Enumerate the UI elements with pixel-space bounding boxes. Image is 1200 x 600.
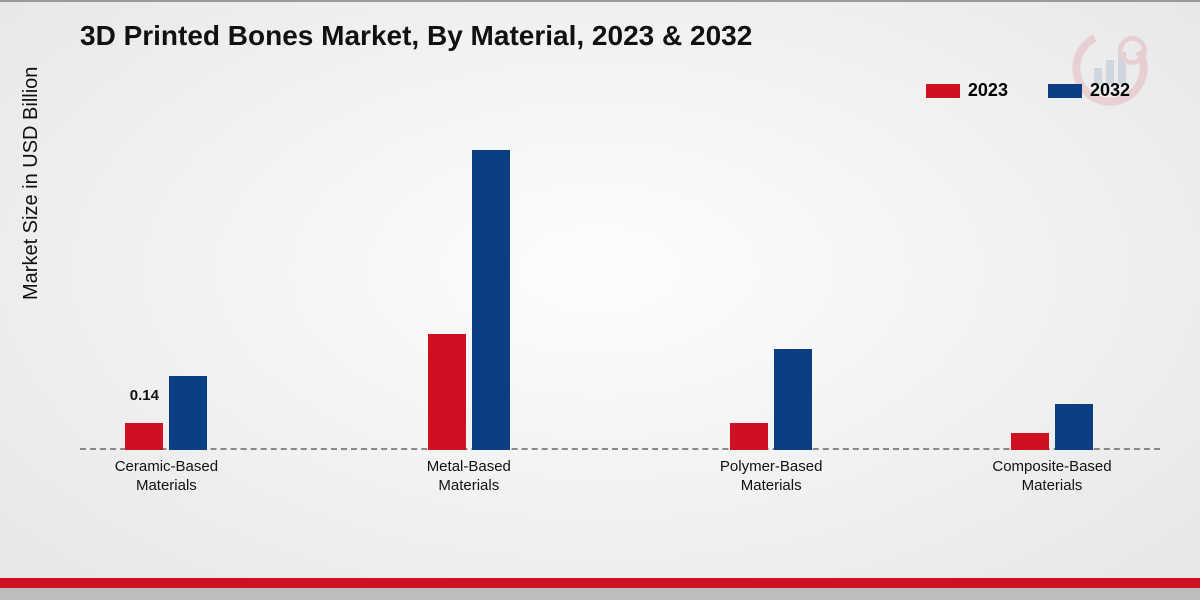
bar-2023 bbox=[428, 334, 466, 450]
bar-group: Composite-Based Materials bbox=[1011, 404, 1093, 451]
category-label: Composite-Based Materials bbox=[992, 450, 1111, 496]
legend-item-2023: 2023 bbox=[926, 80, 1008, 101]
legend-label-2023: 2023 bbox=[968, 80, 1008, 101]
bar-2023 bbox=[730, 423, 768, 450]
footer-grey-bar bbox=[0, 588, 1200, 600]
chart-page: 3D Printed Bones Market, By Material, 20… bbox=[0, 0, 1200, 600]
legend: 2023 2032 bbox=[926, 80, 1130, 101]
legend-label-2032: 2032 bbox=[1090, 80, 1130, 101]
bar-2032 bbox=[169, 376, 207, 450]
legend-item-2032: 2032 bbox=[1048, 80, 1130, 101]
top-border bbox=[0, 0, 1200, 2]
bar-group: Polymer-Based Materials bbox=[730, 349, 812, 450]
bar-group: Metal-Based Materials bbox=[428, 150, 510, 450]
category-label: Polymer-Based Materials bbox=[720, 450, 823, 496]
bar-value-label: 0.14 bbox=[130, 387, 159, 404]
legend-swatch-2023 bbox=[926, 84, 960, 98]
bar-group: Ceramic-Based Materials0.14 bbox=[125, 376, 207, 450]
category-label: Metal-Based Materials bbox=[427, 450, 511, 496]
y-axis-label: Market Size in USD Billion bbox=[20, 67, 43, 300]
bar-2032 bbox=[472, 150, 510, 450]
chart-area: Ceramic-Based Materials0.14Metal-Based M… bbox=[80, 140, 1160, 510]
legend-swatch-2032 bbox=[1048, 84, 1082, 98]
bar-2032 bbox=[1055, 404, 1093, 451]
bar-2032 bbox=[774, 349, 812, 450]
category-label: Ceramic-Based Materials bbox=[115, 450, 218, 496]
footer-accent-bar bbox=[0, 578, 1200, 588]
bar-2023 bbox=[125, 423, 163, 450]
chart-title: 3D Printed Bones Market, By Material, 20… bbox=[80, 20, 752, 52]
bar-2023 bbox=[1011, 433, 1049, 450]
